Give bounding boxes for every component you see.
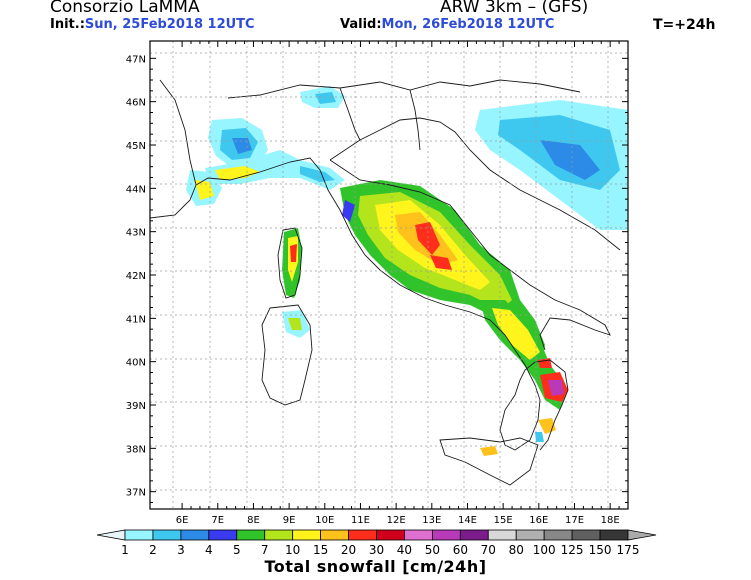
legend-tick: 1 — [121, 543, 129, 557]
lat-label: 44N — [126, 184, 146, 195]
legend-tick: 30 — [369, 543, 384, 557]
legend-tick: 60 — [453, 543, 468, 557]
lon-label: 6E — [176, 515, 189, 526]
lat-label: 41N — [126, 314, 146, 325]
legend-swatch — [152, 529, 182, 541]
legend-tick: 15 — [313, 543, 328, 557]
lat-labels: 47N 46N 45N 44N 43N 42N 41N 40N 39N 38N 37N — [126, 54, 146, 498]
legend-swatch — [571, 529, 601, 541]
legend-tick: 20 — [341, 543, 356, 557]
legend-tick: 10 — [285, 543, 300, 557]
legend-under-arrow — [96, 529, 126, 541]
snow-field-south-italy — [480, 300, 568, 442]
lat-label: 42N — [126, 271, 146, 282]
legend-tick: 2 — [149, 543, 157, 557]
lon-label: 12E — [387, 515, 406, 526]
legend-swatch — [180, 529, 210, 541]
legend-tick: 50 — [425, 543, 440, 557]
legend-swatch — [431, 529, 461, 541]
legend-tick: 5 — [233, 543, 241, 557]
init-value: Sun, 25Feb2018 12UTC — [84, 17, 255, 32]
legend-swatch — [264, 529, 294, 541]
legend-tick: 150 — [589, 543, 612, 557]
valid-label: Valid: — [340, 17, 382, 32]
legend-tick: 7 — [261, 543, 269, 557]
legend-tick-labels: 1 2 3 4 5 7 10 15 20 30 40 50 60 70 80 100 125 150 175 — [121, 543, 639, 557]
lon-label: 8E — [247, 515, 260, 526]
legend-swatch — [208, 529, 238, 541]
gridlines — [150, 41, 628, 509]
lon-label: 18E — [601, 515, 620, 526]
legend-swatch — [348, 529, 377, 541]
legend-colorbar — [96, 529, 657, 541]
header-valid: Valid:Mon, 26Feb2018 12UTC — [340, 17, 554, 32]
legend-title: Total snowfall [cm/24h] — [264, 557, 487, 576]
header-title: Consorzio LaMMA — [50, 0, 200, 17]
lon-label: 17E — [565, 515, 584, 526]
lon-label: 16E — [529, 515, 548, 526]
legend-swatch — [376, 529, 405, 541]
legend-swatch — [459, 529, 489, 541]
lon-labels: 6E 7E 8E 9E 10E 11E 12E 13E 14E 15E 16E 17E 18E — [176, 515, 620, 526]
snow-field-balkans — [475, 100, 628, 230]
legend-swatch — [487, 529, 517, 541]
legend-tick: 100 — [533, 543, 556, 557]
axis-ticks — [150, 41, 628, 509]
header-step: T=+24h — [653, 17, 716, 33]
legend-swatch — [599, 529, 629, 541]
init-label: Init.: — [50, 17, 85, 32]
lat-label: 38N — [126, 444, 146, 455]
legend-tick: 4 — [205, 543, 213, 557]
legend-tick: 80 — [509, 543, 524, 557]
snow-field-alps-east — [300, 86, 345, 108]
legend-tick: 70 — [481, 543, 496, 557]
legend-tick: 40 — [397, 543, 412, 557]
legend-tick: 125 — [561, 543, 584, 557]
lat-label: 46N — [126, 98, 146, 109]
legend-tick: 3 — [177, 543, 185, 557]
lon-label: 15E — [494, 515, 513, 526]
snow-field-islands — [282, 228, 498, 456]
lat-label: 45N — [126, 141, 146, 152]
lon-label: 13E — [422, 515, 441, 526]
header-model: ARW 3km – (GFS) — [440, 0, 589, 17]
lon-label: 14E — [458, 515, 477, 526]
lat-label: 37N — [126, 488, 146, 499]
lon-label: 7E — [211, 515, 224, 526]
lat-label: 40N — [126, 358, 146, 369]
legend-swatch — [236, 529, 266, 541]
legend-swatch — [124, 529, 154, 541]
legend-swatch — [292, 529, 322, 541]
legend-swatch — [543, 529, 573, 541]
lon-label: 11E — [351, 515, 370, 526]
lat-label: 47N — [126, 54, 146, 65]
snow-field-central-italy — [340, 180, 545, 365]
legend-swatch — [320, 529, 349, 541]
lon-label: 9E — [283, 515, 296, 526]
legend-swatch — [515, 529, 545, 541]
coastlines — [150, 79, 621, 486]
legend-tick: 175 — [617, 543, 640, 557]
legend-over-arrow — [627, 529, 657, 541]
lat-label: 43N — [126, 228, 146, 239]
header-init: Init.:Sun, 25Feb2018 12UTC — [50, 17, 255, 32]
lat-label: 39N — [126, 401, 146, 412]
legend-swatch — [404, 529, 433, 541]
snow-field-apennines-north — [205, 150, 345, 190]
lon-label: 10E — [315, 515, 334, 526]
valid-value: Mon, 26Feb2018 12UTC — [381, 17, 555, 32]
